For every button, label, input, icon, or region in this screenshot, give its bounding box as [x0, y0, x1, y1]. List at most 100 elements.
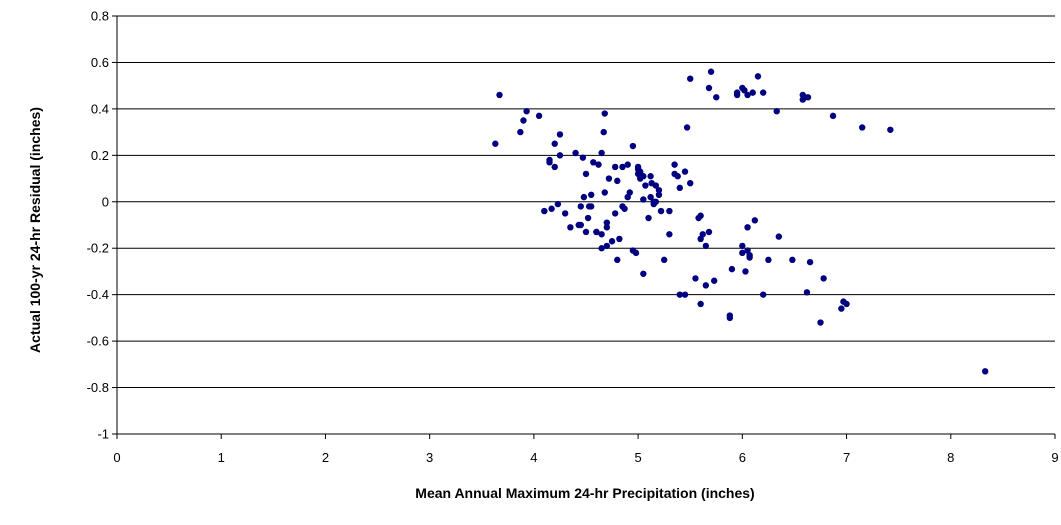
scatter-point [624, 161, 631, 168]
scatter-point [697, 300, 704, 308]
scatter-point [629, 142, 637, 150]
scatter-point [681, 291, 689, 298]
x-tick-label: 6 [739, 450, 746, 465]
y-tick-label: 0.8 [91, 9, 109, 24]
scatter-point [600, 128, 607, 136]
scatter-point [619, 163, 626, 171]
scatter-point [601, 189, 608, 196]
scatter-point [728, 265, 736, 273]
scatter-point [671, 161, 678, 168]
scatter-point [981, 368, 989, 375]
y-tick-label: -1 [97, 427, 109, 442]
y-tick-labels: 0.8 0.6 0.4 0.2 0 -0.2 -0.4 -0.6 -0.8 -1 [87, 9, 109, 442]
scatter-point [642, 182, 649, 189]
scatter-point [799, 91, 806, 99]
scatter-point [692, 275, 699, 282]
scatter-point [660, 256, 668, 264]
y-tick-label: 0.6 [91, 55, 109, 70]
scatter-point [603, 219, 611, 226]
scatter-point [676, 291, 683, 298]
scatter-point [629, 247, 637, 254]
y-tick-label: 0.4 [91, 101, 109, 116]
scatter-point [496, 91, 503, 99]
axes [112, 15, 1056, 439]
x-tick-label: 8 [947, 450, 954, 465]
scatter-point [746, 251, 753, 259]
scatter-point [666, 231, 673, 238]
scatter-point [595, 161, 602, 168]
scatter-point [535, 112, 543, 120]
scatter-point [705, 228, 713, 236]
x-tick-label: 3 [426, 450, 433, 465]
scatter-point [799, 96, 806, 103]
gridlines [117, 15, 1055, 389]
scatter-point [598, 245, 605, 252]
scatter-point [713, 94, 720, 101]
x-tick-label: 2 [322, 450, 329, 465]
scatter-point [556, 152, 564, 159]
scatter-point [551, 140, 558, 147]
y-tick-label: -0.4 [87, 287, 109, 302]
x-tick-label: 7 [843, 450, 850, 465]
scatter-point [582, 170, 590, 178]
scatter-point [657, 207, 665, 215]
scatter-point [551, 163, 558, 171]
scatter-point [744, 224, 751, 231]
scatter-point [838, 305, 845, 312]
scatter-point [572, 149, 579, 157]
scatter-point [843, 300, 850, 308]
scatter-point [588, 203, 595, 210]
scatter-point [605, 175, 613, 182]
scatter-point [556, 131, 564, 138]
scatter-point [590, 159, 597, 166]
scatter-point [681, 168, 689, 175]
scatter-point [820, 275, 827, 282]
scatter-point [705, 84, 713, 92]
scatter-point [804, 94, 812, 101]
scatter-point [733, 89, 741, 96]
scatter-point [648, 180, 655, 187]
scatter-point [887, 126, 894, 133]
scatter-point [739, 249, 746, 257]
scatter-point [773, 108, 780, 115]
scatter-point [640, 196, 647, 203]
scatter-point [616, 235, 623, 243]
scatter-point [554, 200, 562, 208]
scatter-point [739, 242, 746, 250]
scatter-point [687, 180, 694, 187]
data-points [492, 68, 989, 375]
scatter-point [741, 87, 748, 94]
scatter-point [749, 89, 756, 96]
scatter-point [710, 277, 718, 284]
scatter-point [624, 193, 631, 201]
scatter-point [603, 224, 611, 231]
scatter-point [726, 312, 734, 319]
scatter-point [645, 214, 652, 222]
scatter-point [614, 256, 621, 264]
scatter-point [579, 154, 587, 161]
scatter-point [520, 117, 527, 124]
scatter-point [611, 210, 619, 217]
scatter-point [575, 221, 582, 229]
scatter-point [744, 91, 751, 99]
scatter-point [789, 256, 796, 264]
scatter-point [754, 73, 762, 80]
scatter-point [655, 186, 663, 194]
scatter-point [577, 203, 584, 210]
scatter-point [858, 124, 866, 131]
scatter-point [702, 242, 710, 250]
x-tick-label: 1 [218, 450, 225, 465]
scatter-point [548, 205, 555, 212]
scatter-point [699, 231, 706, 238]
x-tick-label: 9 [1051, 450, 1058, 465]
scatter-point [765, 256, 772, 264]
scatter-point [687, 75, 694, 82]
scatter-point [614, 177, 621, 185]
scatter-point [695, 214, 702, 222]
scatter-point [598, 149, 605, 157]
scatter-point [751, 217, 759, 224]
scatter-point [674, 173, 681, 180]
scatter-point [619, 203, 626, 210]
x-axis-title: Mean Annual Maximum 24-hr Precipitation … [415, 485, 754, 501]
